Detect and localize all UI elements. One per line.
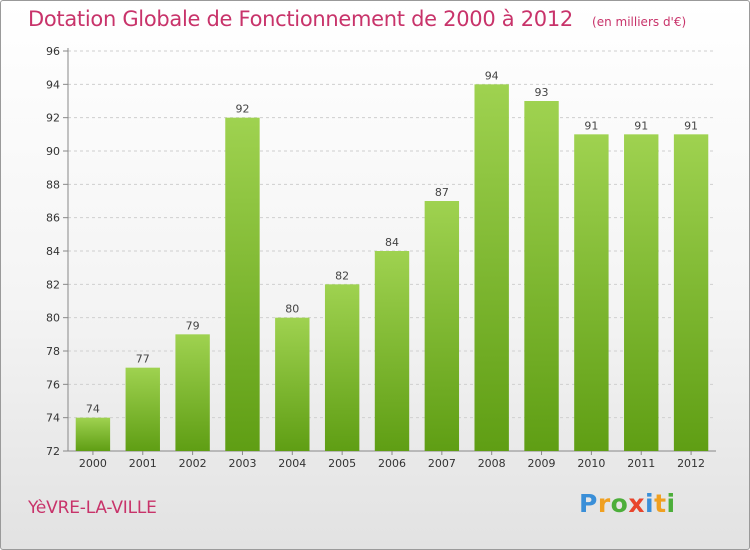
bar-2001 — [125, 367, 160, 451]
y-tick-label: 92 — [46, 112, 60, 125]
y-tick-label: 96 — [46, 45, 60, 58]
data-label-2000: 74 — [86, 403, 100, 416]
data-label-2004: 80 — [285, 303, 299, 316]
data-label-2006: 84 — [385, 236, 399, 249]
y-tick-label: 72 — [46, 445, 60, 458]
data-label-2012: 91 — [684, 119, 698, 132]
bar-2008 — [474, 84, 509, 451]
x-tick-label-2010: 2010 — [577, 457, 605, 470]
bar-2003 — [225, 117, 260, 452]
y-tick-label: 82 — [46, 278, 60, 291]
brand-letter: t — [654, 489, 667, 518]
bar-2010 — [574, 134, 609, 452]
data-label-2010: 91 — [584, 119, 598, 132]
y-tick-label: 90 — [46, 145, 60, 158]
y-tick-label: 86 — [46, 212, 60, 225]
bar-2012 — [673, 134, 709, 452]
y-tick-label: 74 — [46, 412, 60, 425]
data-label-2003: 92 — [235, 103, 249, 116]
x-tick-label-2007: 2007 — [428, 457, 456, 470]
data-label-2008: 94 — [485, 69, 499, 82]
bar-2009 — [524, 101, 559, 451]
bar-2000 — [75, 417, 111, 451]
title-row: Dotation Globale de Fonctionnement de 20… — [28, 7, 686, 31]
data-label-2001: 77 — [136, 353, 150, 366]
y-tick-label: 78 — [46, 345, 60, 358]
x-tick-label-2001: 2001 — [129, 457, 157, 470]
x-tick-label-2005: 2005 — [328, 457, 356, 470]
data-label-2007: 87 — [435, 186, 449, 199]
bar-2011 — [624, 134, 659, 452]
brand-letter: i — [666, 489, 676, 518]
data-label-2011: 91 — [634, 119, 648, 132]
x-tick-label-2000: 2000 — [79, 457, 107, 470]
bar-2006 — [374, 251, 410, 451]
bar-layer — [75, 84, 709, 452]
y-tick-label: 76 — [46, 378, 60, 391]
brand-letter: i — [645, 489, 655, 518]
y-tick-label: 80 — [46, 312, 60, 325]
chart-title: Dotation Globale de Fonctionnement de 20… — [28, 7, 573, 31]
x-tick-label-2004: 2004 — [278, 457, 306, 470]
proxiti-logo[interactable]: Proxiti — [579, 489, 676, 518]
commune-name: YèVRE-LA-VILLE — [28, 498, 157, 518]
x-tick-label-2002: 2002 — [179, 457, 207, 470]
bar-2005 — [324, 284, 360, 451]
brand-letter: o — [610, 489, 629, 518]
y-tick-label: 88 — [46, 178, 60, 191]
x-tick-label-2009: 2009 — [528, 457, 556, 470]
data-label-2002: 79 — [186, 319, 200, 332]
brand-letter: x — [628, 489, 645, 518]
data-label-2005: 82 — [335, 269, 349, 282]
brand-letter: P — [579, 489, 598, 518]
data-label-2009: 93 — [535, 86, 549, 99]
x-tick-label-2006: 2006 — [378, 457, 406, 470]
bar-2002 — [175, 334, 210, 451]
x-tick-label-2011: 2011 — [627, 457, 655, 470]
x-tick-label-2003: 2003 — [228, 457, 256, 470]
y-tick-label: 84 — [46, 245, 60, 258]
chart-subtitle: (en milliers d'€) — [592, 15, 687, 29]
bar-2007 — [424, 201, 460, 451]
bar-2004 — [275, 317, 310, 451]
x-tick-label-2012: 2012 — [677, 457, 705, 470]
x-tick-label-2008: 2008 — [478, 457, 506, 470]
brand-letter: r — [597, 489, 611, 518]
label-layer: 74 77 79 92 80 82 84 87 94 93 91 91 91 — [86, 69, 698, 415]
axis-layer: 72 74 76 78 80 82 84 86 88 90 92 94 96 2000 2001 2002 20… — [46, 45, 716, 470]
y-tick-label: 94 — [46, 78, 60, 91]
